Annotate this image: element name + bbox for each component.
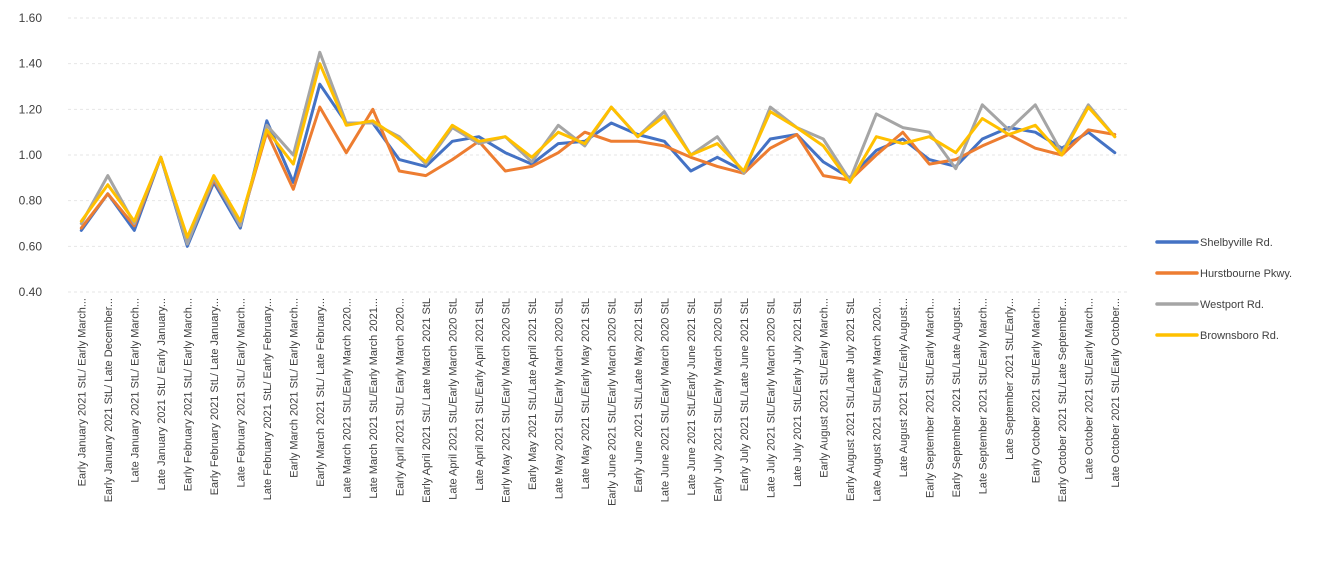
y-tick-label: 0.40 (19, 285, 43, 299)
x-tick-label: Early January 2021 StL/ Early March... (76, 298, 88, 486)
y-tick-label: 1.00 (19, 148, 43, 162)
x-tick-label: Early October 2021 StL/Early March... (1030, 298, 1042, 483)
legend-label: Hurstbourne Pkwy. (1200, 268, 1292, 280)
legend-label: Westport Rd. (1200, 299, 1264, 311)
x-tick-label: Early April 2021 StL/ Late March 2021 St… (421, 298, 433, 503)
x-tick-label: Early July 2021 StL/Late June 2021 StL (739, 298, 751, 491)
x-tick-label: Late September 2021 StL/Early... (1004, 298, 1016, 460)
x-tick-label: Early March 2021 StL/ Late February... (315, 298, 327, 487)
x-tick-label: Late October 2021 StL/Early March... (1083, 298, 1095, 480)
x-tick-label: Early May 2021 StL/Early March 2020 StL (500, 298, 512, 503)
x-tick-label: Late August 2021 StL/Early March 2020... (871, 298, 883, 502)
x-tick-label: Late July 2021 StL/Early July 2021 StL (792, 298, 804, 487)
x-tick-label: Late July 2021 StL/Early March 2020 StL (765, 298, 777, 498)
x-tick-label: Late March 2021 StL/Early March 2021... (368, 298, 380, 499)
x-tick-label: Early August 2021 StL/Late July 2021 StL (845, 298, 857, 501)
x-tick-label: Late June 2021 StL/Early June 2021 StL (686, 298, 698, 496)
x-tick-label: Late January 2021 StL/ Early January... (156, 298, 168, 490)
x-axis-ticks: Early January 2021 StL/ Early March... Ea… (76, 298, 1122, 506)
x-tick-label: Late March 2021 StL/Early March 2020... (341, 298, 353, 499)
x-tick-label: Late May 2021 StL/Early May 2021 StL (580, 298, 592, 489)
legend: Shelbyville Rd. Hurstbourne Pkwy. Westport… (1155, 237, 1292, 342)
x-tick-label: Late January 2021 StL/ Early March... (129, 298, 141, 483)
x-tick-label: Early April 2021 StL/ Early March 2020..… (394, 298, 406, 496)
x-tick-label: Early January 2021 StL/ Late December... (103, 298, 115, 502)
x-tick-label: Early August 2021 StL/Early March... (818, 298, 830, 478)
y-axis-ticks: 0.40 0.60 0.80 1.00 1.20 1.40 1.60 (19, 11, 43, 299)
x-tick-label: Late August 2021 StL/Early August... (898, 298, 910, 477)
y-tick-label: 0.60 (19, 239, 43, 253)
x-tick-label: Late April 2021 StL/Early April 2021 StL (474, 298, 486, 491)
legend-label: Shelbyville Rd. (1200, 237, 1273, 249)
x-tick-label: Late September 2021 StL/Early March... (977, 298, 989, 494)
x-tick-label: Early February 2021 StL/ Early March... (182, 298, 194, 491)
x-tick-label: Early October 2021 StL/Late September... (1057, 298, 1069, 502)
x-tick-label: Early July 2021 StL/Early March 2020 StL (712, 298, 724, 502)
x-tick-label: Early June 2021 StL/Late May 2021 StL (633, 298, 645, 492)
x-tick-label: Early February 2021 StL/ Late January... (209, 298, 221, 495)
series-line-0 (79, 82, 1117, 248)
x-tick-label: Late April 2021 StL/Early March 2020 StL (447, 298, 459, 500)
x-tick-label: Late February 2021 StL/ Early February..… (262, 298, 274, 500)
gridlines (68, 17, 1128, 293)
x-tick-label: Late May 2021 StL/Early March 2020 StL (553, 298, 565, 499)
x-tick-label: Early September 2021 StL/Late August... (951, 298, 963, 497)
x-tick-label: Late June 2021 StL/Early March 2020 StL (659, 298, 671, 502)
x-tick-label: Late February 2021 StL/ Early March... (235, 298, 247, 488)
y-tick-label: 0.80 (19, 194, 43, 208)
x-tick-label: Early March 2021 StL/ Early March... (288, 298, 300, 478)
legend-label: Brownsboro Rd. (1200, 330, 1279, 342)
x-tick-label: Early May 2021 StL/Late April 2021 StL (527, 298, 539, 490)
x-tick-label: Early September 2021 StL/Early March... (924, 298, 936, 498)
series-lines (79, 50, 1117, 248)
y-tick-label: 1.40 (19, 57, 43, 71)
x-tick-label: Early June 2021 StL/Early March 2020 StL (606, 298, 618, 506)
series-line-3 (79, 62, 1117, 239)
x-tick-label: Late October 2021 StL/Early October... (1110, 298, 1122, 488)
y-tick-label: 1.20 (19, 102, 43, 116)
y-tick-label: 1.60 (19, 11, 43, 25)
